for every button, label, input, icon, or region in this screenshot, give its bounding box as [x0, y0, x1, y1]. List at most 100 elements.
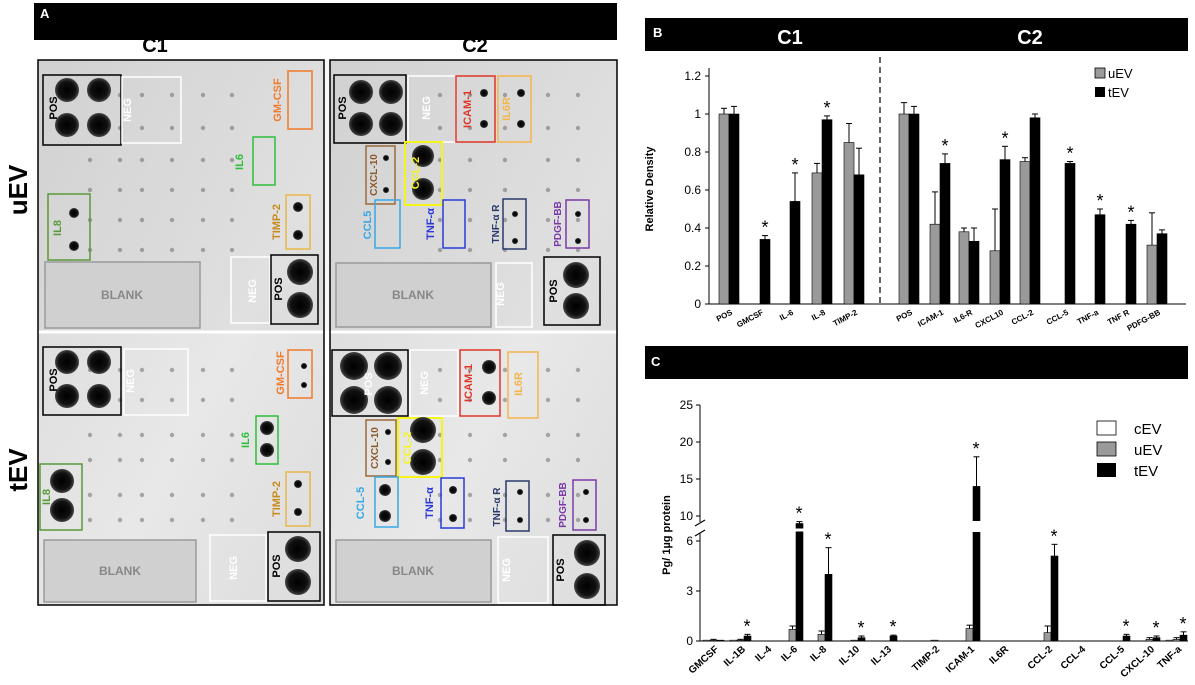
blank-label: BLANK [101, 288, 143, 302]
bar-uev [709, 639, 718, 642]
blank-label: BLANK [392, 564, 434, 578]
pos-label-2: POS [555, 558, 567, 581]
background-spot [467, 247, 473, 253]
x-tick-label: CCL-2 [1010, 308, 1036, 327]
legend-swatch-uev [1096, 441, 1117, 457]
background-spot [545, 247, 551, 253]
tnfa-label: TNF-α [425, 208, 437, 240]
bar-break-gap [781, 528, 805, 532]
x-tick-label: IL-13 [869, 644, 894, 668]
legend-swatch-cev [1096, 420, 1117, 436]
neg-label-2: NEG [247, 279, 259, 303]
bar-uev [1146, 244, 1158, 305]
background-spot [575, 457, 581, 463]
y-tick-label: 0.2 [684, 259, 701, 273]
bar-uev [850, 639, 859, 642]
x-tick-label: TIMP-2 [910, 644, 942, 674]
gmcsf-label: GM-CSF [275, 351, 287, 395]
background-spot [575, 157, 581, 163]
bar-tev [939, 163, 951, 305]
x-tick-label: CXCL10 [974, 308, 1006, 331]
background-spot [575, 247, 581, 253]
y-tick-label: 0 [694, 297, 701, 311]
panel-c-ylabel: Pg/ 1µg protein [661, 495, 673, 575]
y-tick-label: 1.2 [684, 69, 701, 83]
bar-uev [718, 113, 730, 305]
background-spot [467, 157, 473, 163]
panel-b-ylabel: Relative Density [644, 146, 656, 232]
bar-tev [908, 113, 920, 305]
background-spot [229, 92, 235, 98]
panel-a-blots: A C1 C2 uEV tEV POS NEG GM-CSF IL6 IL8 [3, 3, 618, 606]
background-spot [117, 492, 123, 498]
bar-tev [853, 174, 865, 305]
significance-star: * [743, 616, 750, 636]
cxcl10-label: CXCL-10 [370, 427, 381, 469]
significance-star: * [1152, 618, 1159, 638]
background-spot [467, 367, 473, 373]
icam1-box [455, 75, 496, 143]
background-spot [545, 217, 551, 223]
bar-uev [811, 172, 823, 305]
background-spot [200, 125, 206, 131]
panel-c-chart: C Pg/ 1µg protein 0 3 6 10 15 20 25 GMCSF * IL-1B… [645, 346, 1188, 680]
bar-tev [968, 241, 980, 305]
background-spot [169, 367, 175, 373]
x-tick-label: TIMP-2 [832, 308, 860, 329]
background-spot [200, 187, 206, 193]
il8-label: IL8 [41, 489, 53, 505]
bar-tev [795, 523, 804, 642]
background-spot [139, 367, 145, 373]
x-tick-label: POS [895, 308, 915, 324]
bar-cev [729, 639, 738, 642]
blank-label: BLANK [392, 288, 434, 302]
background-spot [200, 457, 206, 463]
x-tick-label: CCL-2 [1026, 644, 1056, 672]
background-spot [502, 125, 508, 131]
pos-box [42, 346, 122, 416]
col-header-c1: C1 [142, 35, 168, 57]
tnfa-box [440, 477, 465, 529]
background-spot [502, 157, 508, 163]
bar-tev [1152, 637, 1161, 642]
bar-uev [1043, 632, 1052, 642]
bar-uev [788, 629, 797, 642]
bar-uev [989, 250, 1001, 305]
y-tick-label: 0 [686, 634, 693, 648]
bar-uev [958, 231, 970, 305]
background-spot [117, 187, 123, 193]
background-spot [139, 517, 145, 523]
background-spot [229, 492, 235, 498]
background-spot [229, 432, 235, 438]
pos-label: POS [337, 96, 349, 119]
background-spot [229, 457, 235, 463]
il6r-box [497, 75, 532, 143]
bar-uev [1172, 639, 1181, 642]
pdgfbb-box [565, 199, 590, 249]
bar-tev [857, 637, 866, 642]
tnfr-label: TNF-α R [491, 204, 502, 244]
legend-label-uev: uEV [1134, 442, 1162, 459]
panel-b-legend: uEV tEV [1094, 66, 1133, 100]
background-spot [87, 432, 93, 438]
significance-star: * [857, 618, 864, 638]
significance-star: * [941, 136, 948, 156]
neg-label: NEG [125, 369, 137, 393]
y-tick-label: 1 [694, 107, 701, 121]
timp2-box [285, 194, 311, 250]
background-spot [87, 517, 93, 523]
panel-b-plot-area: 0 0.2 0.4 0.6 0.8 1 1.2 POS * GMCSF * IL-6 * IL-8 TIMP… [684, 68, 1186, 333]
background-spot [467, 125, 473, 131]
ccl2-label: CCL-2 [410, 157, 422, 189]
icam1-label: ICAM-1 [463, 364, 475, 402]
background-spot [229, 157, 235, 163]
background-spot [545, 517, 551, 523]
pos-box-2 [267, 531, 321, 602]
neg-label: NEG [122, 98, 134, 122]
background-spot [575, 397, 581, 403]
bar-tev [743, 635, 752, 642]
background-spot [200, 432, 206, 438]
panel-b-chart: B C1 C2 Relative Density 0 0.2 0.4 0.6 0.8 1 1… [644, 18, 1188, 333]
y-tick-label: 0.6 [684, 183, 701, 197]
background-spot [467, 432, 473, 438]
